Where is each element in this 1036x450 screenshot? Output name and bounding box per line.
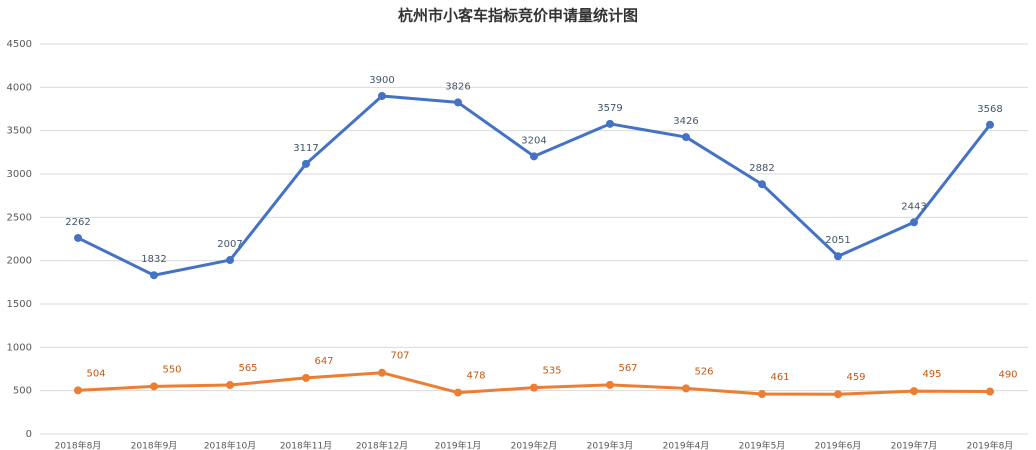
- y-tick-label: 3000: [7, 169, 32, 180]
- x-tick-label: 2019年1月: [435, 440, 482, 450]
- point: [986, 387, 994, 396]
- data-label: 3826: [445, 81, 470, 92]
- x-tick-label: 2019年4月: [663, 440, 710, 450]
- point: [986, 120, 994, 129]
- data-label: 3426: [673, 116, 698, 127]
- point: [74, 386, 82, 395]
- point: [530, 152, 538, 161]
- x-tick-label: 2019年3月: [587, 440, 634, 450]
- data-label: 707: [390, 351, 409, 362]
- y-tick-label: 2500: [7, 212, 32, 223]
- data-label: 490: [998, 370, 1017, 381]
- point: [606, 380, 614, 389]
- point: [454, 98, 462, 107]
- x-tick-label: 2019年7月: [891, 440, 938, 450]
- data-label: 3900: [369, 75, 394, 86]
- data-label: 3204: [521, 135, 546, 146]
- point: [758, 390, 766, 399]
- point: [150, 382, 158, 391]
- y-tick-label: 2000: [7, 256, 32, 267]
- data-label: 504: [86, 368, 105, 379]
- chart-title: 杭州市小客车指标竞价申请量统计图: [398, 7, 638, 25]
- data-label: 2262: [65, 217, 90, 228]
- point: [226, 256, 234, 265]
- point: [910, 387, 918, 396]
- x-tick-label: 2018年11月: [280, 440, 332, 450]
- point: [226, 381, 234, 390]
- data-label: 567: [618, 363, 637, 374]
- data-label: 461: [770, 372, 789, 383]
- point: [454, 388, 462, 397]
- point: [834, 252, 842, 261]
- y-tick-label: 4000: [7, 82, 32, 93]
- x-tick-label: 2018年9月: [131, 440, 178, 450]
- data-label: 3568: [977, 104, 1002, 115]
- y-tick-label: 500: [13, 386, 32, 397]
- point: [378, 368, 386, 377]
- point: [758, 180, 766, 189]
- point: [606, 119, 614, 128]
- data-label: 647: [314, 356, 333, 367]
- data-label: 565: [238, 363, 257, 374]
- point: [378, 92, 386, 100]
- y-tick-label: 1500: [7, 299, 32, 310]
- y-tick-label: 3500: [7, 126, 32, 137]
- y-tick-label: 1000: [7, 342, 32, 353]
- x-tick-label: 2018年12月: [356, 440, 408, 450]
- data-label: 2882: [749, 163, 774, 174]
- point: [834, 390, 842, 399]
- point: [74, 233, 82, 242]
- x-tick-label: 2019年5月: [739, 440, 786, 450]
- data-label: 495: [922, 369, 941, 380]
- point: [530, 383, 538, 392]
- data-label: 535: [542, 366, 561, 377]
- data-label: 3579: [597, 103, 622, 114]
- data-label: 2443: [901, 201, 926, 212]
- point: [682, 384, 690, 393]
- x-tick-label: 2018年10月: [204, 440, 256, 450]
- data-label: 1832: [141, 254, 166, 265]
- x-tick-label: 2019年8月: [967, 440, 1014, 450]
- point: [910, 218, 918, 227]
- data-label: 459: [846, 372, 865, 383]
- point: [302, 159, 310, 168]
- y-tick-label: 0: [26, 429, 32, 440]
- series-line: [77, 94, 992, 277]
- point: [302, 373, 310, 382]
- x-tick-label: 2019年6月: [815, 440, 862, 450]
- data-label: 478: [466, 371, 485, 382]
- data-label: 2051: [825, 235, 850, 246]
- y-tick-label: 4500: [7, 39, 32, 50]
- point: [682, 133, 690, 142]
- data-label: 526: [694, 366, 713, 377]
- data-label: 3117: [293, 143, 318, 154]
- data-label: 2007: [217, 239, 242, 250]
- point: [150, 271, 158, 280]
- x-tick-label: 2018年8月: [55, 440, 102, 450]
- x-tick-label: 2019年2月: [511, 440, 558, 450]
- data-label: 550: [162, 364, 181, 375]
